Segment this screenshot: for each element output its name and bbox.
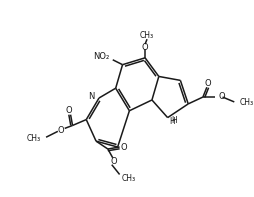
Text: O: O	[204, 79, 210, 88]
Text: O: O	[57, 126, 64, 135]
Text: CH₃: CH₃	[238, 98, 252, 107]
Text: O: O	[218, 92, 224, 100]
Text: NO₂: NO₂	[92, 52, 109, 61]
Text: O: O	[141, 43, 148, 52]
Text: O: O	[65, 106, 72, 115]
Text: N: N	[87, 92, 94, 100]
Text: CH₃: CH₃	[27, 134, 41, 143]
Text: CH₃: CH₃	[121, 174, 135, 183]
Text: H: H	[169, 117, 175, 126]
Text: O: O	[110, 157, 117, 166]
Text: CH₃: CH₃	[139, 31, 153, 40]
Text: O: O	[120, 142, 126, 151]
Text: H: H	[171, 116, 177, 125]
